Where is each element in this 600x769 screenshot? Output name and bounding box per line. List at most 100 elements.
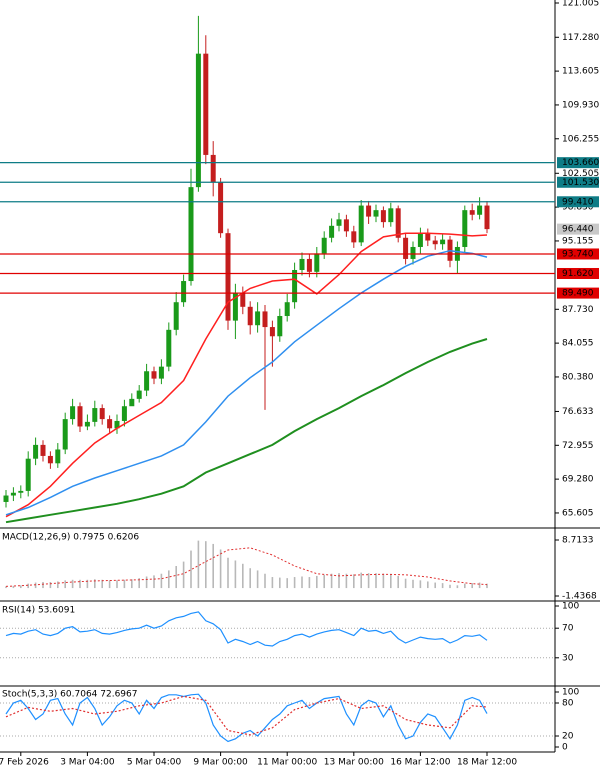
histogram-bar [345,573,348,589]
candle-body [373,210,379,217]
x-tick-label: 13 Mar 00:00 [324,758,384,768]
candle-body [403,237,409,259]
histogram-bar [264,573,266,589]
candle-body [388,208,394,223]
histogram-bar [308,577,311,589]
line [5,249,488,516]
candle-body [255,311,261,326]
line [5,695,488,736]
level-label-box [557,223,599,235]
candle-body [188,187,194,282]
histogram-bar [404,578,407,589]
histogram-bar [5,586,7,589]
histogram-bar [441,583,444,589]
histogram-bar [286,578,288,589]
candle-body [55,449,61,464]
y-tick-label: 95.155 [562,236,594,246]
histogram-bar [168,570,170,589]
candle-body [314,253,320,272]
histogram-bar [242,563,244,589]
histogram-bar [227,557,229,589]
histogram-bar [79,579,81,589]
candle-body [158,366,164,379]
candle-body [3,495,9,502]
candle-body [173,302,179,330]
candle-body [70,406,76,420]
y-tick-label: 76.633 [562,407,594,417]
histogram-bar [182,561,185,589]
histogram-bar [34,582,37,589]
x-tick-label: 27 Feb 2026 [0,758,49,768]
candle-body [343,219,349,232]
histogram-bar [190,550,192,589]
candle-body [136,390,142,399]
y-tick-label: 100 [562,602,579,612]
candle-body [92,408,98,422]
candle-body [225,233,231,321]
histogram-bar [256,570,259,589]
candle-body [306,258,312,272]
candle-body [321,237,327,254]
histogram-bar [360,572,362,589]
y-tick-label: 84.055 [562,339,594,349]
candle-body [77,406,83,427]
candle-body [40,444,46,456]
histogram-bar [12,585,15,589]
histogram-bar [138,578,140,589]
candle-body [144,371,150,391]
histogram-bar [49,582,52,589]
candle-body [477,205,483,215]
candle-body [166,329,172,367]
candle-body [432,240,438,245]
candle-body [62,419,68,450]
histogram-bar [212,543,214,589]
candle-body [10,492,16,496]
candle-body [277,316,283,337]
histogram-bar [486,583,488,589]
plot-area [5,540,488,589]
y-tick-label: 72.955 [562,441,594,451]
candle-body [380,210,386,223]
level-label-box [557,287,599,299]
level-label: 103.660 [562,158,599,168]
histogram-bar [160,573,163,589]
y-tick-label: 70 [562,624,574,634]
histogram-bar [353,574,355,589]
y-tick-label: 87.730 [562,305,594,315]
candle-body [269,327,275,337]
histogram-bar [131,579,133,589]
candle-body [336,219,342,226]
x-tick-label: 18 Mar 12:00 [457,758,517,768]
histogram-bar [316,575,318,589]
candle-body [18,490,24,493]
histogram-bar [397,575,399,589]
candle-body [358,205,364,243]
line [5,547,488,587]
candle-body [114,420,120,429]
level-label-box [557,176,599,188]
y-tick-label: 30 [562,653,574,663]
line [5,338,488,524]
candle-body [299,258,305,270]
candle-body [210,154,216,183]
candle-body [284,302,290,317]
candle-body [218,182,224,234]
line [5,693,488,743]
histogram-bar [86,579,89,589]
x-tick-label: 11 Mar 00:00 [257,758,317,768]
level-label: 101.530 [562,178,599,188]
histogram-bar [20,585,22,589]
histogram-bar [419,580,422,589]
candle-body [292,269,298,303]
level-label-box [557,157,599,169]
histogram-bar [271,577,274,589]
y-tick-label: 109.930 [562,100,599,110]
histogram-bar [42,582,44,589]
level-label: 89.490 [562,289,594,299]
candle-body [395,208,401,238]
histogram-bar [330,573,333,589]
level-label: 93.740 [562,249,594,259]
line [5,611,488,647]
